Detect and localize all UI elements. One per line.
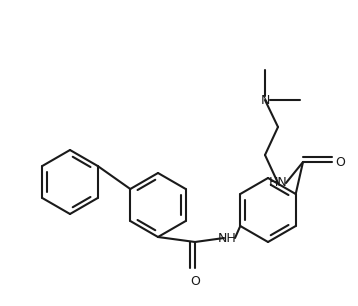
Text: NH: NH [218, 232, 236, 244]
Text: HN: HN [268, 177, 287, 189]
Text: O: O [335, 155, 345, 169]
Text: O: O [190, 275, 200, 288]
Text: N: N [260, 94, 270, 106]
